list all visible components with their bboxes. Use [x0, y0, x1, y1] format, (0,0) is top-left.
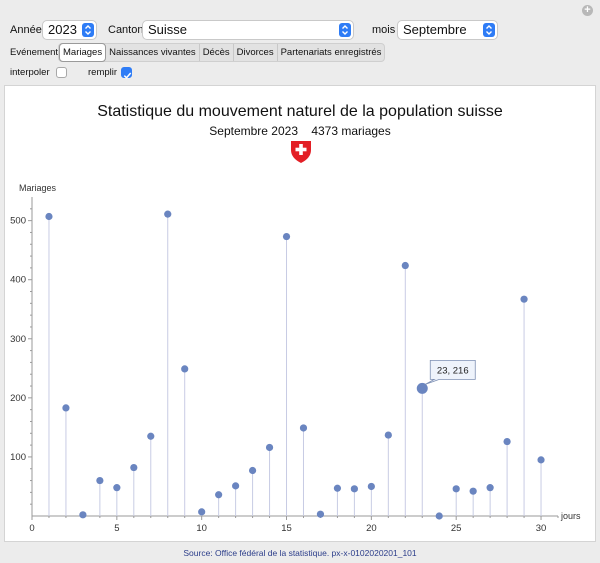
month-select[interactable]: Septembre: [397, 20, 498, 40]
data-point: [265, 443, 274, 452]
x-tick-label: 25: [451, 523, 462, 534]
source-note: Source: Office fédéral de la statistique…: [183, 548, 417, 558]
data-point: [452, 485, 460, 493]
y-tick-label: 300: [10, 334, 26, 345]
data-point: [299, 424, 308, 432]
tooltip-label: 23, 216: [437, 365, 469, 376]
event-row: Evénement Mariages Naissances vivantes D…: [0, 43, 600, 63]
data-point: [435, 512, 443, 520]
chart-subtitle: Septembre 2023 4373 mariages: [209, 124, 390, 138]
data-point: [215, 491, 223, 499]
data-point: [384, 431, 392, 439]
y-tick-label: 200: [10, 393, 26, 404]
year-select[interactable]: 2023: [42, 20, 97, 40]
tooltip-box: [425, 360, 476, 385]
year-label: Année: [10, 24, 42, 36]
tab-deces[interactable]: Décès: [200, 44, 234, 61]
y-tick-label: 500: [10, 216, 26, 227]
data-point: [486, 484, 494, 492]
tab-mariages[interactable]: Mariages: [59, 43, 107, 62]
data-point: [537, 456, 545, 464]
event-segmented-control: Mariages Naissances vivantes Décès Divor…: [58, 43, 386, 62]
data-point: [113, 484, 121, 492]
data-point: [232, 482, 240, 490]
data-point: [282, 232, 291, 241]
x-tick-label: 30: [536, 523, 547, 534]
data-point: [503, 437, 511, 446]
data-point: [469, 487, 477, 495]
data-point: [181, 365, 189, 373]
canton-value: Suisse: [148, 22, 188, 37]
x-tick-label: 10: [196, 523, 207, 534]
x-tick-label: 20: [366, 523, 377, 534]
data-point: [62, 404, 70, 412]
data-point: [198, 508, 206, 516]
interpoler-label: interpoler: [10, 67, 50, 78]
x-tick-label: 15: [281, 523, 292, 534]
data-point: [416, 382, 428, 394]
data-point: [164, 210, 172, 218]
remplir-label: remplir: [88, 67, 118, 78]
data-point: [147, 432, 155, 440]
event-label: Evénement: [10, 47, 59, 58]
tab-partenariats-enregistres[interactable]: Partenariats enregistrés: [280, 47, 382, 58]
chevron-updown-icon: [339, 23, 351, 37]
controls-row: Année 2023 Canton Suisse mois Septembre: [0, 18, 600, 44]
year-value: 2023: [48, 22, 77, 37]
data-point: [45, 212, 53, 221]
data-point: [367, 482, 375, 491]
interpoler-checkbox[interactable]: [56, 67, 67, 78]
data-point: [316, 510, 325, 518]
chevron-updown-icon: [483, 23, 495, 37]
y-tick-label: 100: [10, 452, 26, 463]
x-axis-label: jours: [560, 511, 581, 521]
data-point: [248, 466, 257, 475]
data-point: [79, 511, 87, 519]
chevron-updown-icon: [82, 23, 94, 37]
data-point: [401, 261, 409, 270]
tab-divorces[interactable]: Divorces: [234, 44, 278, 61]
data-point: [350, 485, 358, 493]
chart-panel: Statistique du mouvement naturel de la p…: [4, 85, 596, 542]
chart-title: Statistique du mouvement naturel de la p…: [97, 103, 503, 120]
options-row: interpoler remplir: [0, 64, 600, 82]
data-point: [96, 476, 104, 485]
checkmark-icon: [123, 72, 132, 79]
y-tick-label: 400: [10, 275, 26, 286]
data-point: [130, 463, 138, 472]
canton-select[interactable]: Suisse: [142, 20, 354, 40]
data-point: [520, 295, 528, 303]
remplir-checkbox[interactable]: [121, 67, 132, 79]
chart: Statistique du mouvement naturel de la p…: [10, 103, 581, 534]
x-tick-label: 5: [114, 523, 119, 534]
y-axis-label: Mariages: [19, 183, 57, 193]
tab-naissances-vivantes[interactable]: Naissances vivantes: [106, 44, 200, 61]
add-icon[interactable]: +: [582, 5, 593, 16]
x-tick-label: 0: [29, 523, 34, 534]
swiss-flag: [291, 141, 311, 163]
canton-label: Canton: [108, 24, 144, 36]
month-value: Septembre: [403, 22, 467, 37]
data-point: [333, 484, 342, 492]
month-label: mois: [372, 24, 396, 36]
